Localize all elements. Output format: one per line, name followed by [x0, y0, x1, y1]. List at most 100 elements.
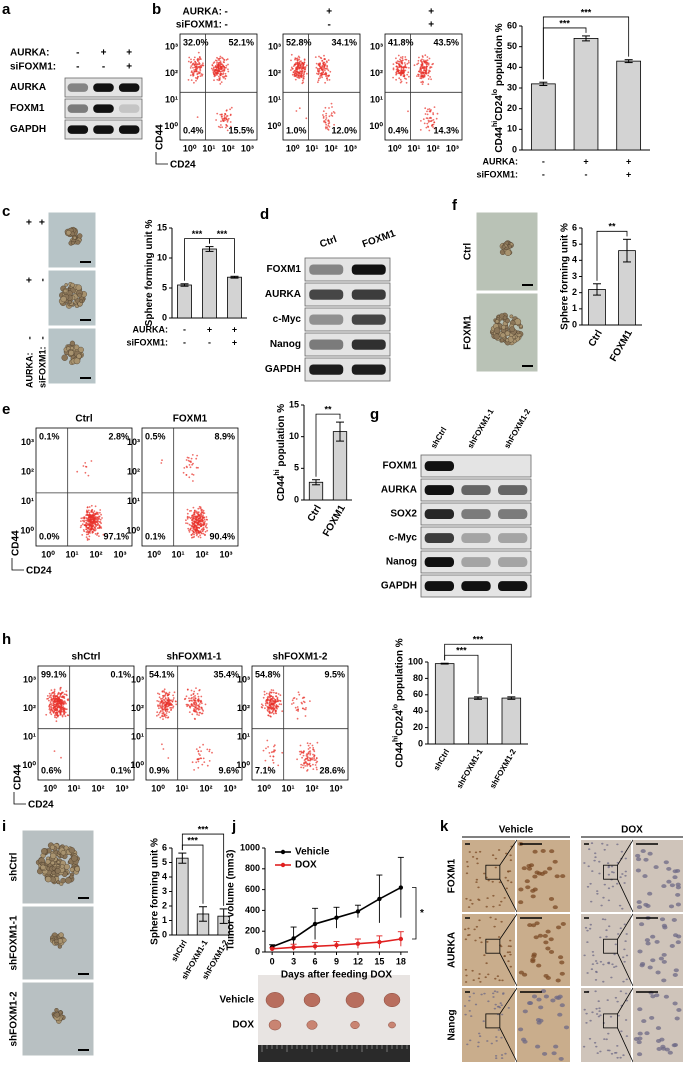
flow-event: [224, 76, 226, 78]
cell: [59, 933, 64, 938]
flow-event: [432, 114, 434, 116]
ihc-nucleus: [486, 1040, 488, 1042]
flow-event: [304, 708, 306, 710]
flow-event: [192, 67, 194, 69]
flow-event: [54, 706, 56, 708]
ihc-nucleus: [596, 1013, 598, 1015]
ihc-nucleus: [624, 940, 626, 942]
blot-band: [425, 533, 454, 543]
flow-event: [399, 59, 401, 61]
cell: [494, 334, 500, 340]
ihc-nucleus: [588, 848, 590, 850]
ihc-nucleus: [583, 862, 585, 864]
flow-event: [223, 61, 225, 63]
flow-event: [194, 64, 196, 66]
flow-event: [424, 123, 426, 125]
flow-y-tick: 10³: [237, 675, 250, 685]
cell: [62, 355, 68, 361]
flow-event: [57, 710, 59, 712]
flow-frame: [385, 34, 462, 140]
blot-band: [309, 289, 343, 299]
flow-event: [194, 57, 196, 59]
flow-event: [300, 65, 302, 67]
ihc-nucleus: [676, 1008, 681, 1012]
flow-event: [89, 506, 91, 508]
side-label: siFOXM1:: [37, 346, 47, 388]
flow-event: [273, 709, 275, 711]
ihc-nucleus: [550, 999, 555, 1003]
flow-header-mark: +: [428, 20, 434, 31]
cell: [69, 350, 74, 355]
flow-event: [220, 69, 222, 71]
flow-event: [168, 703, 170, 705]
ihc-nucleus: [594, 852, 596, 854]
point: [313, 944, 317, 948]
flow-event: [224, 78, 226, 80]
flow-event: [221, 126, 223, 128]
significance-label: ***: [456, 646, 467, 656]
flow-event: [66, 690, 68, 692]
flow-event: [300, 60, 302, 62]
flow-frame: [36, 428, 132, 546]
flow-event: [91, 525, 93, 527]
flow-event: [196, 70, 198, 72]
flow-event: [303, 75, 305, 77]
cell: [65, 877, 71, 883]
x-tick-label: 15: [374, 956, 384, 966]
flow-event: [162, 691, 164, 693]
flow-frame: [142, 428, 238, 546]
ihc-nucleus: [644, 1031, 649, 1035]
ihc-nucleus: [534, 935, 539, 939]
flow-event: [51, 699, 53, 701]
flow-event: [326, 66, 328, 68]
ihc-nucleus: [594, 990, 596, 992]
ihc-nucleus: [549, 849, 554, 853]
point: [356, 909, 360, 913]
flow-x-tick: 10³: [241, 143, 254, 153]
ihc-nucleus: [542, 1052, 547, 1056]
flow-event: [58, 700, 60, 702]
flow-event: [316, 767, 318, 769]
flow-event: [218, 78, 220, 80]
image-mark: -: [38, 336, 49, 339]
ihc-nucleus: [676, 903, 681, 907]
flow-event: [416, 63, 418, 65]
flow-event: [269, 695, 271, 697]
flow-event: [200, 514, 202, 516]
flow-event: [193, 703, 195, 705]
flow-event: [85, 520, 87, 522]
flow-event: [220, 124, 222, 126]
flow-y-tick: 10¹: [127, 496, 140, 506]
point: [399, 937, 403, 941]
ihc-nucleus: [589, 883, 591, 885]
flow-event: [427, 83, 429, 85]
cell: [55, 1008, 59, 1012]
blot-row-label: Nanog: [270, 339, 301, 350]
flow-y-tick: 10¹: [237, 732, 250, 742]
flow-event: [220, 73, 222, 75]
flow-event: [226, 59, 228, 61]
flow-event: [198, 700, 200, 702]
flow-event: [305, 762, 307, 764]
flow-event: [426, 127, 428, 129]
flow-event: [230, 114, 232, 116]
flow-event: [300, 75, 302, 77]
quadrant-percent: 2.8%: [108, 431, 129, 441]
image-mark: +: [38, 219, 49, 225]
ihc-nucleus: [641, 849, 646, 853]
flow-event: [402, 58, 404, 60]
flow-event: [328, 129, 330, 131]
flow-event: [303, 750, 305, 752]
flow-event: [85, 522, 87, 524]
flow-event: [416, 75, 418, 77]
flow-event: [433, 119, 435, 121]
ihc-nucleus: [595, 960, 597, 962]
ihc-nucleus: [475, 1004, 477, 1006]
ihc-nucleus: [527, 1001, 532, 1005]
ihc-nucleus: [625, 858, 627, 860]
flow-event: [216, 60, 218, 62]
cell: [41, 865, 46, 870]
ihc-nucleus: [637, 1007, 642, 1011]
ihc-nucleus: [486, 906, 488, 908]
flow-event: [400, 74, 402, 76]
